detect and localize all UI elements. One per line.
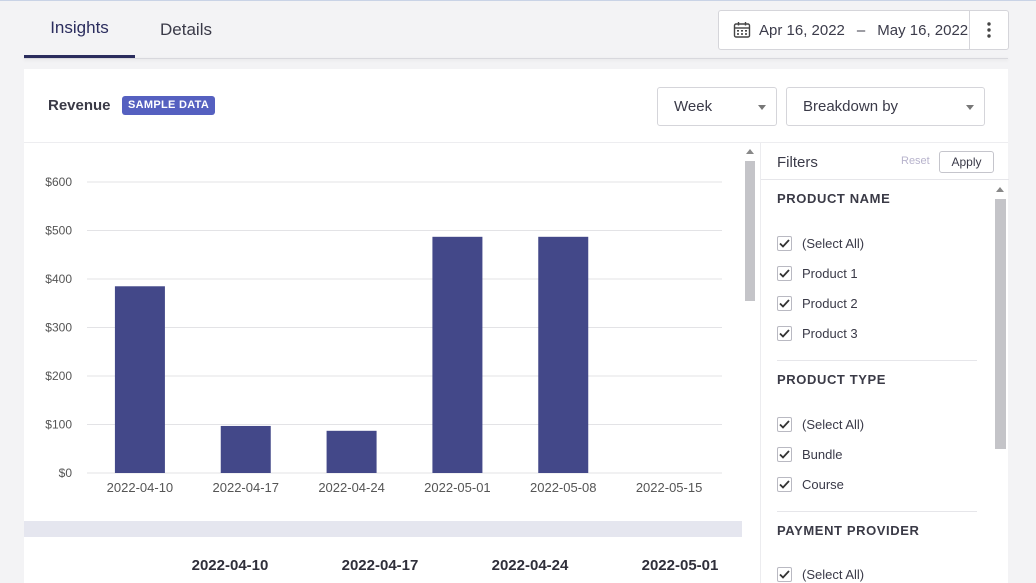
date-range-separator: – — [856, 21, 866, 39]
checkbox-checked-icon[interactable] — [777, 477, 792, 492]
reset-filters-button[interactable]: Reset — [901, 155, 930, 167]
filter-option-label: Bundle — [802, 447, 843, 462]
filter-option-label: Product 2 — [802, 296, 858, 311]
filter-group-title-product-name: PRODUCT NAME — [777, 191, 891, 206]
x-tick-label: 2022-04-10 — [107, 480, 174, 495]
y-tick-label: $100 — [45, 418, 72, 432]
caret-down-icon — [966, 105, 974, 110]
filter-option-label: Course — [802, 477, 844, 492]
caret-down-icon — [758, 105, 766, 110]
tab-details[interactable]: Details — [160, 19, 212, 39]
filter-option-label: (Select All) — [802, 417, 865, 432]
filters-scrollbar[interactable] — [993, 183, 1007, 583]
table-column-header: 2022-04-10 — [191, 557, 269, 574]
y-tick-label: $400 — [45, 272, 72, 286]
filter-option-label: Product 1 — [802, 266, 858, 281]
filter-option[interactable]: Course — [777, 477, 844, 492]
revenue-card: Revenue SAMPLE DATA Week Breakdown by $0… — [24, 69, 1009, 583]
y-tick-label: $500 — [45, 224, 72, 238]
date-range-end: May 16, 2022 — [877, 21, 969, 39]
revenue-bar[interactable] — [114, 286, 165, 473]
x-tick-label: 2022-05-01 — [424, 480, 491, 495]
calendar-icon — [733, 21, 751, 39]
filters-title: Filters — [777, 154, 818, 171]
checkbox-checked-icon[interactable] — [777, 417, 792, 432]
filter-option-label: (Select All) — [802, 236, 865, 251]
period-select-value: Week — [674, 98, 713, 115]
table-column-header: 2022-04-24 — [491, 557, 569, 574]
filter-option[interactable]: Product 3 — [777, 326, 858, 341]
filter-group-title-product-type: PRODUCT TYPE — [777, 372, 887, 387]
filter-option-label: (Select All) — [802, 567, 865, 582]
table-column-header: 2022-05-01 — [641, 557, 719, 574]
checkbox-checked-icon[interactable] — [777, 567, 792, 582]
scroll-up-arrow-icon[interactable] — [746, 149, 754, 154]
checkbox-checked-icon[interactable] — [777, 266, 792, 281]
revenue-table-header: 2022-04-10 2022-04-17 2022-04-24 2022-05… — [24, 537, 742, 583]
chart-scrollbar[interactable] — [744, 145, 756, 521]
filters-divider — [761, 179, 1009, 180]
filter-group-title-payment-provider: PAYMENT PROVIDER — [777, 523, 920, 538]
revenue-bar[interactable] — [326, 430, 377, 473]
date-range-start: Apr 16, 2022 — [759, 21, 845, 39]
scroll-up-arrow-icon[interactable] — [996, 187, 1004, 192]
breakdown-select[interactable]: Breakdown by — [786, 87, 985, 126]
filter-group-divider — [777, 360, 977, 361]
chart-table-divider — [24, 521, 742, 537]
top-toolbar: Insights Details Apr 16, 2022 – May 16, … — [0, 0, 1036, 59]
tab-insights[interactable]: Insights — [24, 1, 135, 58]
breakdown-select-value: Breakdown by — [803, 98, 899, 115]
filters-panel: Filters Reset Apply PRODUCT NAME (Select… — [760, 143, 1009, 583]
filter-option[interactable]: (Select All) — [777, 417, 864, 432]
revenue-chart: $0 $100 $200 $300 $400 $500 $600 2022-04-10 2022… — [24, 143, 742, 521]
header-divider — [24, 142, 1008, 143]
filter-option-label: Product 3 — [802, 326, 858, 341]
y-tick-label: $600 — [45, 175, 72, 189]
scrollbar-thumb[interactable] — [995, 199, 1006, 449]
sample-data-badge: SAMPLE DATA — [122, 96, 216, 115]
card-title: Revenue — [48, 97, 111, 114]
x-tick-label: 2022-04-24 — [318, 480, 385, 495]
revenue-bar[interactable] — [220, 425, 271, 473]
y-tick-label: $300 — [45, 321, 72, 335]
checkbox-checked-icon[interactable] — [777, 236, 792, 251]
filter-option[interactable]: Product 2 — [777, 296, 858, 311]
apply-filters-button[interactable]: Apply — [939, 151, 994, 173]
revenue-bar[interactable] — [538, 236, 589, 473]
period-select[interactable]: Week — [657, 87, 777, 126]
filter-group-divider — [777, 511, 977, 512]
scrollbar-thumb[interactable] — [745, 161, 755, 301]
more-options-button[interactable] — [969, 10, 1009, 50]
x-tick-label: 2022-04-17 — [213, 480, 280, 495]
checkbox-checked-icon[interactable] — [777, 447, 792, 462]
x-tick-label: 2022-05-15 — [636, 480, 703, 495]
filter-option[interactable]: Bundle — [777, 447, 842, 462]
kebab-menu-icon — [987, 22, 991, 38]
y-tick-label: $0 — [59, 466, 73, 480]
checkbox-checked-icon[interactable] — [777, 326, 792, 341]
y-tick-label: $200 — [45, 369, 72, 383]
x-tick-label: 2022-05-08 — [530, 480, 597, 495]
filters-list: PRODUCT NAME (Select All) Product 1 Prod… — [761, 180, 993, 583]
toolbar-divider — [24, 58, 1008, 59]
filter-option[interactable]: (Select All) — [777, 567, 864, 582]
table-column-header: 2022-04-17 — [341, 557, 419, 574]
checkbox-checked-icon[interactable] — [777, 296, 792, 311]
date-range-picker[interactable]: Apr 16, 2022 – May 16, 2022 — [718, 10, 970, 50]
filter-option[interactable]: Product 1 — [777, 266, 858, 281]
revenue-bar[interactable] — [432, 236, 483, 473]
filter-option[interactable]: (Select All) — [777, 236, 864, 251]
revenue-bar-chart: $0 $100 $200 $300 $400 $500 $600 2022-04-10 2022… — [45, 175, 722, 495]
